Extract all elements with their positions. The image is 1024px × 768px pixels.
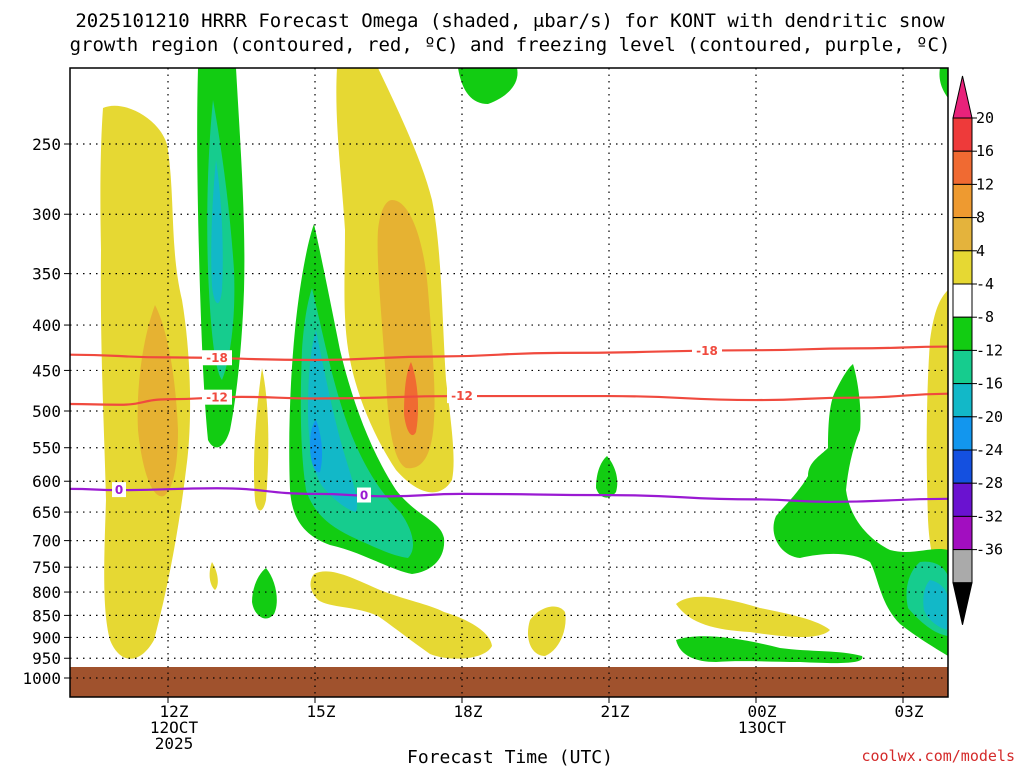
y-tick-label: 950 [32, 649, 61, 668]
contours: -18 -18 -12 -12 0 0 [70, 342, 948, 503]
x-tick-label: 15Z [307, 702, 336, 721]
omega-region-green-4 [252, 568, 277, 619]
contour-label: -18 [696, 344, 718, 358]
colorbar-box [952, 316, 973, 351]
colorbar-box [952, 549, 973, 584]
colorbar-label: -24 [976, 441, 1003, 459]
y-tick-label: 400 [32, 316, 61, 335]
y-axis: 250 300 350 400 450 500 550 600 650 700 750 800 850 9… [22, 135, 70, 688]
colorbar-label: 20 [976, 109, 994, 127]
y-tick-label: 500 [32, 402, 61, 421]
colorbar-box [952, 183, 973, 219]
contour-label: 0 [115, 483, 123, 497]
colorbar-top-triangle [952, 75, 973, 119]
x-tick-label: 21Z [601, 702, 630, 721]
colorbar-box [952, 117, 973, 152]
omega-region-yellow-3 [253, 368, 269, 511]
y-tick-label: 350 [32, 265, 61, 284]
y-tick-label: 550 [32, 439, 61, 458]
colorbar-label: -32 [976, 507, 1003, 525]
omega-region-green-5 [596, 456, 618, 498]
colorbar-label: -16 [976, 375, 1003, 393]
contour-label-bg [112, 482, 126, 498]
colorbar-box [952, 283, 973, 318]
y-tick-label: 800 [32, 583, 61, 602]
x-tick-label: 13OCT [738, 718, 787, 737]
colorbar-label: -36 [976, 541, 1003, 559]
colorbar-box [952, 449, 973, 484]
colorbar-label: -8 [976, 308, 994, 326]
ground-terrain [70, 667, 948, 697]
y-tick-label: 300 [32, 205, 61, 224]
omega-region-blue-1 [310, 420, 323, 473]
colorbar-label: -12 [976, 341, 1003, 359]
y-tick-label: 850 [32, 606, 61, 625]
omega-region-yellow-8 [926, 290, 948, 592]
colorbar-label: 12 [976, 175, 994, 193]
contour-label: -12 [451, 389, 473, 403]
colorbar-box [952, 217, 973, 252]
contour-label: -12 [206, 391, 228, 405]
omega-region-yellow-6 [527, 606, 566, 656]
colorbar-label: -4 [976, 275, 994, 293]
colorbar-bottom-triangle [952, 582, 973, 625]
omega-region-green-8 [939, 68, 948, 98]
credit-link[interactable]: coolwx.com/models [861, 747, 1015, 765]
colorbar-box [952, 482, 973, 517]
chart-title-line-1: 2025101210 HRRR Forecast Omega (shaded, … [75, 10, 945, 32]
contour-label-bg [357, 487, 371, 503]
contour-label: -18 [206, 351, 228, 365]
colorbar-label: -28 [976, 474, 1003, 492]
y-tick-label: 900 [32, 628, 61, 647]
omega-region-yellow-7 [676, 596, 830, 637]
plot-frame [69, 67, 949, 698]
omega-region-orange-1 [404, 362, 419, 436]
contour-label-bg [202, 389, 232, 405]
freezing-level-contour [70, 487, 948, 503]
contour-label-bg [692, 342, 722, 358]
y-tick-label: 250 [32, 135, 61, 154]
dendritic-upper-contour [70, 345, 948, 362]
y-tick-label: 450 [32, 361, 61, 380]
x-tick-label: 00Z [748, 702, 777, 721]
y-tick-label: 600 [32, 472, 61, 491]
colorbar: 20 16 12 8 4 -4 -8 -12 -16 -20 -24 -28 -32 -36 [952, 75, 1003, 625]
contour-label-bg [447, 388, 477, 404]
colorbar-box [952, 416, 973, 451]
omega-region-gold-2 [377, 200, 435, 469]
y-tick-label: 750 [32, 558, 61, 577]
y-tick-label: 650 [32, 503, 61, 522]
x-tick-label: 03Z [895, 702, 924, 721]
colorbar-box [952, 150, 973, 185]
x-tick-label: 12Z [160, 702, 189, 721]
omega-region-cyan-1 [211, 160, 223, 304]
y-tick-label: 700 [32, 532, 61, 551]
omega-region-yellow-5 [310, 571, 492, 659]
x-tick-label: 2025 [155, 734, 194, 753]
omega-region-green-6 [773, 364, 948, 656]
omega-region-green-7 [676, 636, 863, 664]
colorbar-label: 4 [976, 242, 985, 260]
colorbar-box [952, 515, 973, 551]
omega-region-green-3 [458, 68, 518, 104]
gridlines [70, 68, 948, 697]
y-tick-label: 1000 [22, 669, 61, 688]
x-tick-label: 18Z [454, 702, 483, 721]
colorbar-box [952, 250, 973, 285]
x-tick-label: 12OCT [150, 718, 199, 737]
chart-title-line-2: growth region (contoured, red, ºC) and f… [70, 34, 951, 56]
contour-label: 0 [360, 489, 368, 503]
contour-label-bg [202, 350, 232, 366]
colorbar-label: 16 [976, 142, 994, 160]
x-axis-label: Forecast Time (UTC) [407, 747, 613, 768]
colorbar-label: 8 [976, 209, 985, 227]
omega-region-yellow-4 [209, 562, 218, 590]
colorbar-box [952, 383, 973, 418]
plot-area: -18 -18 -12 -12 0 0 [70, 68, 948, 697]
colorbar-label: -20 [976, 408, 1003, 426]
colorbar-box [952, 349, 973, 385]
